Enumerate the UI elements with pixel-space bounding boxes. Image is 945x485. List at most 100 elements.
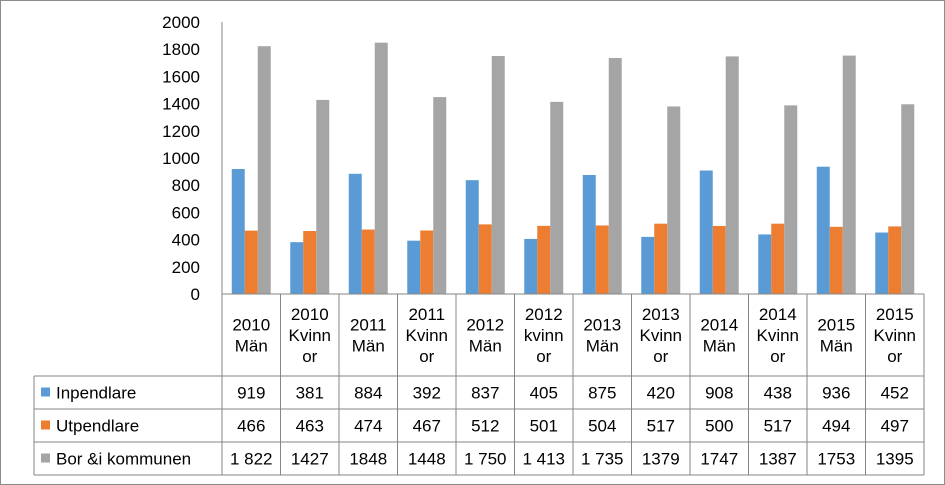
data-label: 438 (764, 384, 792, 403)
x-tick-label: 2014 (759, 305, 797, 324)
bar (888, 226, 902, 294)
bar (654, 223, 668, 294)
data-label: 1 413 (522, 450, 565, 469)
bar (816, 166, 830, 294)
data-label: 500 (705, 417, 733, 436)
data-label: 1 822 (230, 450, 273, 469)
y-tick-label: 0 (191, 285, 200, 304)
data-label: 420 (647, 384, 675, 403)
data-label: 1747 (700, 450, 738, 469)
data-label: 517 (647, 417, 675, 436)
y-tick-label: 800 (172, 176, 200, 195)
x-tick-label: Män (235, 337, 268, 356)
bar (608, 58, 622, 294)
bar (771, 223, 785, 294)
x-tick-label: Kvinn (756, 326, 799, 345)
x-tick-label: or (653, 347, 668, 366)
bar (582, 175, 596, 294)
bar (829, 226, 843, 294)
bar (491, 56, 505, 294)
y-tick-label: 1800 (162, 40, 200, 59)
y-tick-label: 1400 (162, 95, 200, 114)
x-tick-label: Män (586, 337, 619, 356)
bar (784, 105, 798, 295)
bar (524, 238, 538, 294)
bar (465, 180, 479, 294)
bar (595, 225, 609, 294)
x-tick-label: 2012 (466, 316, 504, 335)
x-tick-label: 2011 (350, 316, 387, 335)
y-tick-label: 2000 (162, 13, 200, 32)
bar (901, 104, 915, 294)
data-label: 837 (471, 384, 499, 403)
data-label: 1387 (759, 450, 797, 469)
data-label: 936 (822, 384, 850, 403)
x-tick-label: 2011 (408, 305, 445, 324)
bar (712, 226, 726, 294)
x-tick-label: kvinn (524, 326, 564, 345)
bar (433, 97, 447, 294)
legend-swatch (41, 453, 50, 463)
y-tick-label: 200 (172, 258, 200, 277)
legend-swatch (41, 420, 50, 430)
y-tick-label: 400 (172, 231, 200, 250)
bar (303, 231, 317, 294)
x-tick-label: 2013 (642, 305, 680, 324)
x-tick-label: Män (352, 337, 385, 356)
legend-label: Bor &i kommunen (56, 450, 191, 469)
data-label: 517 (764, 417, 792, 436)
x-tick-label: or (770, 347, 785, 366)
data-label: 504 (588, 417, 616, 436)
data-label: 1395 (876, 450, 914, 469)
data-label: 405 (530, 384, 558, 403)
data-label: 1448 (408, 450, 446, 469)
x-tick-label: 2010 (232, 316, 270, 335)
data-label: 381 (296, 384, 324, 403)
x-tick-label: 2012 (525, 305, 563, 324)
data-label: 497 (881, 417, 909, 436)
x-tick-label: 2015 (817, 316, 855, 335)
bar (407, 240, 421, 294)
bar (699, 170, 713, 294)
bar (244, 230, 258, 294)
bar (842, 55, 856, 295)
data-label: 501 (530, 417, 558, 436)
bar (257, 46, 271, 295)
bar (374, 42, 388, 294)
x-tick-label: or (887, 347, 902, 366)
data-label: 1379 (642, 450, 680, 469)
legend-label: Inpendlare (56, 384, 136, 403)
bar (537, 225, 551, 294)
data-label: 466 (237, 417, 265, 436)
x-tick-label: 2013 (583, 316, 621, 335)
data-label: 1753 (817, 450, 855, 469)
data-label: 908 (705, 384, 733, 403)
x-tick-label: 2010 (291, 305, 329, 324)
x-tick-label: Kvinn (639, 326, 682, 345)
data-label: 875 (588, 384, 616, 403)
bar (361, 229, 375, 294)
y-tick-label: 600 (172, 203, 200, 222)
x-tick-label: Män (469, 337, 502, 356)
bar (420, 230, 434, 294)
bar (875, 232, 889, 294)
y-tick-label: 1200 (162, 122, 200, 141)
bar (231, 169, 245, 294)
data-label: 919 (237, 384, 265, 403)
x-tick-label: Kvinn (288, 326, 331, 345)
x-tick-label: Kvinn (405, 326, 448, 345)
y-tick-label: 1600 (162, 67, 200, 86)
x-tick-label: Män (703, 337, 736, 356)
x-tick-label: 2014 (700, 316, 738, 335)
data-label: 392 (413, 384, 441, 403)
data-label: 463 (296, 417, 324, 436)
bar (316, 99, 330, 295)
x-tick-label: or (536, 347, 551, 366)
data-label: 1427 (291, 450, 329, 469)
x-tick-label: Män (820, 337, 853, 356)
data-label: 1 735 (581, 450, 624, 469)
bar (290, 242, 304, 294)
bar (667, 106, 681, 295)
data-label: 512 (471, 417, 499, 436)
